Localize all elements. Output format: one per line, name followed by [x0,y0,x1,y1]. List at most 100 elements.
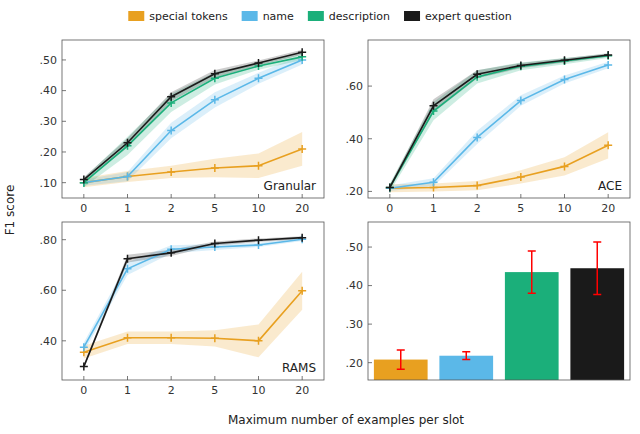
point-marker [604,141,612,149]
y-tick [368,247,372,248]
point-marker [255,162,263,170]
x-tick [258,194,259,198]
legend-item: name [242,10,294,23]
point-marker [167,249,175,257]
y-tick [62,90,66,91]
x-tick [302,376,303,380]
point-marker [80,176,88,184]
y-tick [62,182,66,183]
error-band [390,53,608,189]
y-tick-label: .30 [346,318,364,331]
error-band [84,236,302,368]
y-tick [62,151,66,152]
point-marker [604,51,612,59]
y-tick [368,86,372,87]
point-marker [167,168,175,176]
series-line [84,52,302,179]
legend-label: special tokens [149,10,228,23]
x-tick-label: 20 [295,202,309,215]
point-marker [80,363,88,371]
y-tick [368,191,372,192]
x-tick-label: 20 [295,384,309,397]
point-marker [211,164,219,172]
error-bar [528,251,536,293]
x-tick [171,376,172,380]
point-marker [473,182,481,190]
legend-label: expert question [425,10,512,23]
x-tick-label: 10 [252,384,266,397]
y-tick-label: .50 [346,241,364,254]
x-tick [214,194,215,198]
x-tick [214,376,215,380]
x-tick-label: 20 [601,202,615,215]
point-marker [561,56,569,64]
point-marker [561,76,569,84]
panel-annotation: Granular [264,179,316,193]
x-tick-label: 2 [474,202,481,215]
series-line [84,291,302,352]
point-marker [430,178,438,186]
line-panel: .20.40.6001251020ACE [346,40,631,215]
point-marker [211,96,219,104]
y-tick [62,290,66,291]
x-tick-label: 5 [211,202,218,215]
point-marker [124,173,132,181]
y-tick-label: .30 [40,115,58,128]
panel-annotation: RAMS [282,361,316,375]
series-line [84,238,302,367]
error-band [84,237,302,351]
point-marker [604,61,612,69]
y-tick-label: .40 [40,84,58,97]
point-marker [211,239,219,247]
point-marker [255,236,263,244]
y-tick [368,362,372,363]
legend-item: special tokens [128,10,228,23]
legend-swatch [404,11,420,21]
point-marker [386,183,394,191]
line-panel: .40.60.8001251020RAMS [40,222,325,397]
point-marker [167,93,175,101]
y-tick [62,239,66,240]
point-marker [517,62,525,70]
legend-label: description [329,10,390,23]
bar-panel: .20.30.40.50 [346,222,631,434]
x-tick [608,194,609,198]
legend-swatch [242,11,258,21]
y-tick-label: .40 [40,335,58,348]
y-tick [368,324,372,325]
point-marker [430,102,438,110]
x-tick-label: 5 [211,384,218,397]
x-tick [433,194,434,198]
legend-swatch [128,11,144,21]
point-marker [517,97,525,105]
x-tick [171,194,172,198]
plot-area [374,242,624,380]
point-marker [386,184,394,192]
x-tick-label: 2 [168,202,175,215]
y-tick-label: .20 [346,357,364,370]
plot-area [386,51,612,192]
plot-frame [368,222,630,380]
legend: special tokens name description expert ques… [128,10,511,23]
y-tick-label: .10 [40,177,58,190]
series-line [390,145,608,188]
point-marker [167,334,175,342]
legend-swatch [308,11,324,21]
x-tick [520,194,521,198]
x-tick [83,376,84,380]
x-tick [127,376,128,380]
y-tick-label: .40 [346,133,364,146]
y-tick-label: .60 [40,284,58,297]
x-tick-label: 10 [558,202,572,215]
x-tick-label: 2 [168,384,175,397]
series-line [84,239,302,347]
y-tick-label: .20 [346,185,364,198]
point-marker [255,59,263,67]
x-tick [302,194,303,198]
line-panel: .10.20.30.40.5001251020Granular [40,40,325,215]
error-band [84,55,302,185]
point-marker [298,48,306,56]
point-marker [124,139,132,147]
point-marker [298,145,306,153]
x-axis-label: Maximum number of examples per slot [228,413,464,427]
